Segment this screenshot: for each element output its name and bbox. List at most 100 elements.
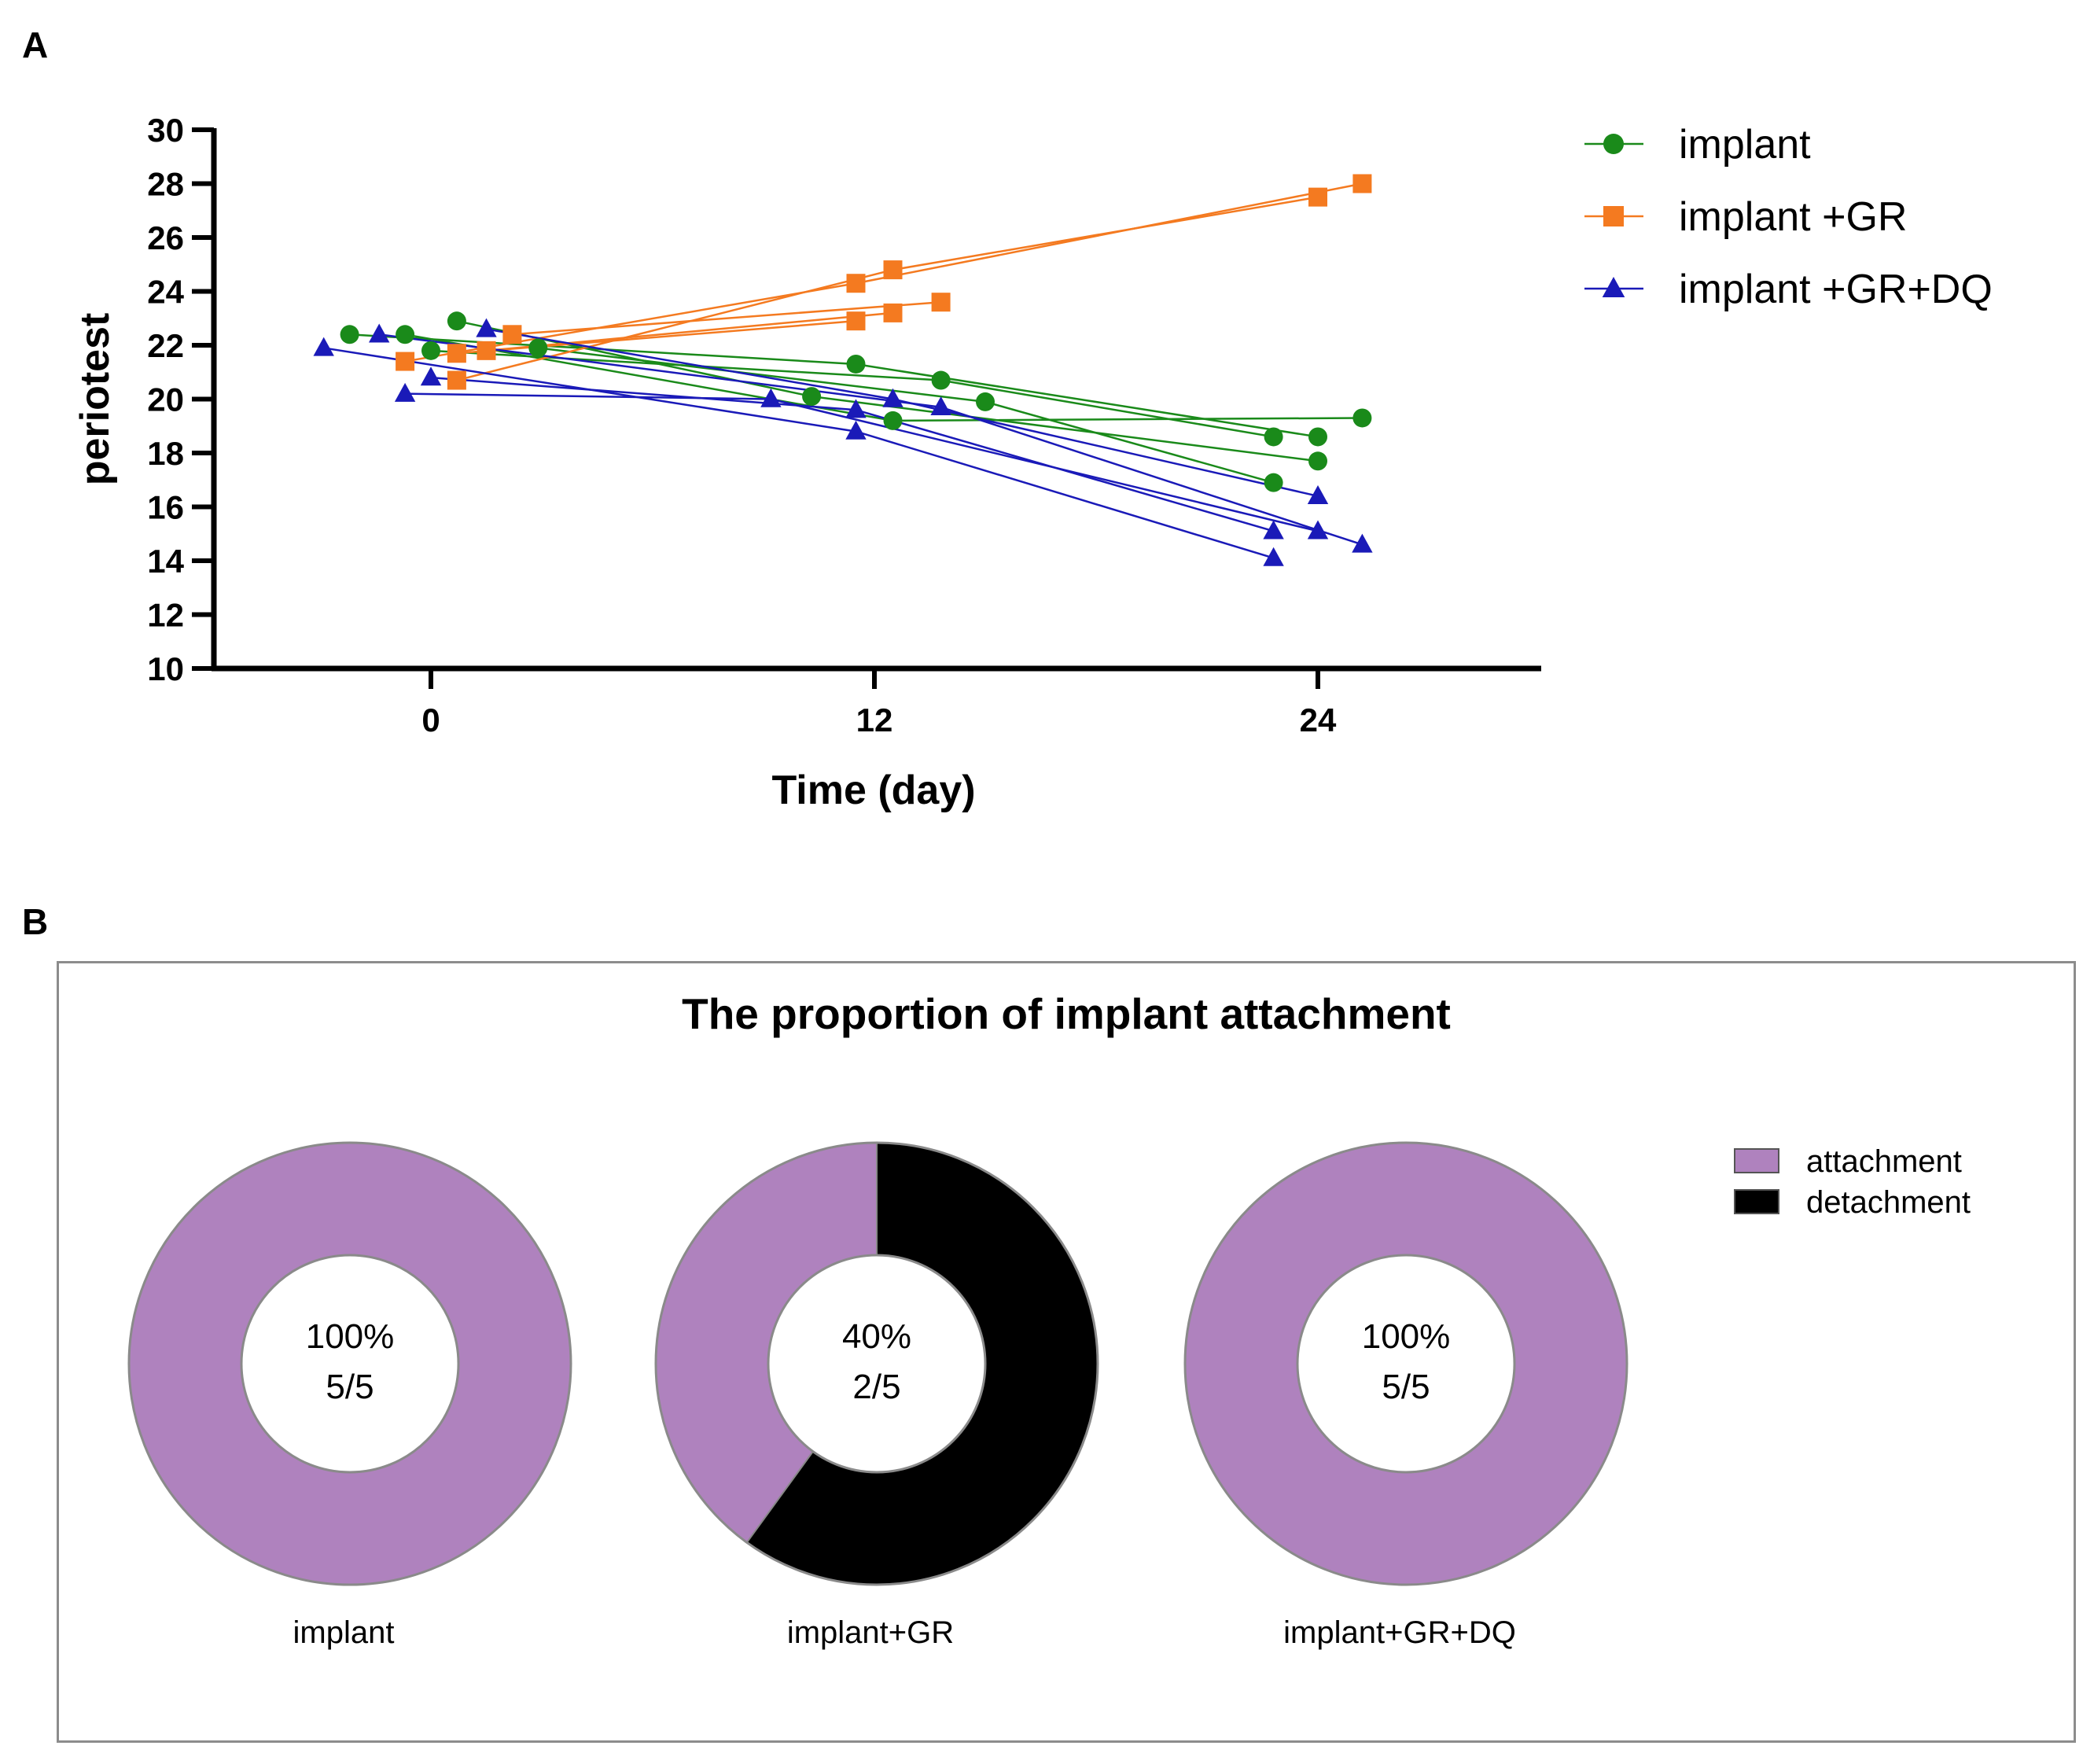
series-1-subject-4-point-1: [931, 293, 951, 312]
series-1-subject-0-point-1: [846, 274, 866, 293]
donut-2-label: implant+GR+DQ: [1283, 1615, 1516, 1650]
series-0-subject-0-point-2: [1308, 427, 1327, 447]
series-2-subject-4-point-2: [1307, 485, 1329, 504]
series-1-subject-4-point-0: [502, 325, 522, 344]
series-2-subject-1-point-1: [930, 396, 951, 415]
y-tick-label-8: 26: [147, 219, 184, 256]
donut-1-label: implant+GR: [787, 1615, 954, 1650]
donut-1-attachment-slice: [655, 1143, 877, 1543]
legend-b-swatch-1: [1734, 1189, 1779, 1214]
donut-0: 100% 5/5 implant: [127, 1141, 572, 1650]
series-1-subject-3-point-0: [477, 341, 496, 360]
x-axis-title: Time (day): [771, 768, 975, 813]
x-tick-label-0: 0: [421, 702, 440, 738]
series-0-subject-1-point-0: [396, 325, 415, 344]
attachment-proportion-panel: The proportion of implant attachment 100…: [57, 961, 2076, 1743]
y-tick-label-6: 22: [147, 327, 184, 364]
series-2-subject-2-point-2: [1307, 520, 1329, 540]
series-0-subject-1-point-1: [883, 411, 903, 430]
legend-marker-0: [1603, 134, 1624, 154]
y-tick-label-0: 10: [147, 650, 184, 687]
series-0-subject-2-point-1: [931, 370, 951, 390]
y-tick-label-9: 28: [147, 166, 184, 203]
series-2-subject-3-point-0: [420, 366, 442, 386]
donut-1-inner-hole: [767, 1254, 987, 1474]
panel-b-title: The proportion of implant attachment: [682, 989, 1451, 1038]
series-1-subject-2-point-0: [447, 344, 466, 363]
series-0-subject-3-point-1: [802, 387, 822, 407]
series-1-subject-1-point-0: [447, 370, 466, 390]
donut-2-attachment-slice: [1185, 1143, 1627, 1585]
attachment-donut-charts: 100% 5/5 implant 40% 2/5 implant+GR 100% 5/5 imp…: [127, 1141, 1971, 1650]
donut-2-percent: 100%: [1362, 1317, 1451, 1356]
donut-1-slice-border: [746, 1451, 814, 1543]
series-0-subject-4-point-2: [1264, 473, 1283, 492]
legend-marker-2: [1602, 277, 1625, 298]
series-0-subject-2-point-2: [1264, 427, 1283, 447]
series-0-subject-0-point-0: [340, 325, 359, 344]
donut-1-detachment-slice: [746, 1143, 1098, 1585]
y-tick-label-4: 18: [147, 435, 184, 472]
series-0-subject-2-point-0: [421, 341, 440, 360]
donut-1-outer-ring: [654, 1141, 1099, 1586]
y-tick-label-10: 30: [147, 112, 184, 149]
y-tick-label-1: 12: [147, 597, 184, 634]
series-2-subject-2-point-1: [760, 388, 782, 407]
series-2-subject-3-line: [430, 376, 1274, 532]
series-0-subject-3-point-0: [447, 311, 466, 331]
series-0-subject-4-point-0: [528, 338, 548, 358]
series-0-subject-4-line: [538, 347, 1274, 484]
legend-marker-1: [1603, 206, 1624, 226]
series-2-subject-3-point-2: [1263, 520, 1284, 540]
donut-2-inner-hole: [1296, 1254, 1516, 1474]
legend-b-label-0: attachment: [1806, 1144, 1962, 1179]
series-2-subject-4-point-0: [476, 318, 497, 337]
series-2-subject-1-point-0: [369, 323, 390, 343]
periotest-line-chart: 10 12 14 16 18 20 22 24 26 28 30 0 12 24 Time (day) per…: [72, 112, 1993, 813]
series-2-subject-0-point-2: [1263, 547, 1284, 566]
donut-0-label: implant: [293, 1615, 395, 1650]
series-2-subject-4-point-1: [882, 388, 903, 407]
legend-label-2: implant +GR+DQ: [1679, 267, 1993, 312]
donut-2-ratio: 5/5: [1382, 1368, 1430, 1406]
donut-0-attachment-slice: [129, 1143, 571, 1585]
donut-1: 40% 2/5 implant+GR: [654, 1141, 1099, 1650]
series-1-subject-2-point-1: [846, 311, 866, 331]
series-2-subject-1-point-2: [1352, 533, 1373, 553]
legend-b-label-1: detachment: [1806, 1185, 1971, 1220]
x-tick-label-2: 24: [1300, 702, 1337, 738]
donut-0-percent: 100%: [306, 1317, 395, 1356]
series-2-subject-0-point-0: [313, 337, 334, 356]
legend-b-swatch-0: [1734, 1148, 1779, 1173]
series-1-subject-1-point-1: [883, 260, 903, 280]
donut-0-outer-ring: [127, 1141, 572, 1586]
y-axis-title: periotest: [72, 313, 118, 486]
donut-0-inner-hole: [240, 1254, 460, 1474]
donut-2: 100% 5/5 implant+GR+DQ: [1183, 1141, 1628, 1650]
series-1-subject-3-line: [486, 311, 893, 352]
legend-label-1: implant +GR: [1679, 194, 1907, 240]
y-tick-label-7: 24: [147, 274, 184, 311]
y-tick-label-5: 20: [147, 381, 184, 418]
donut-0-ratio: 5/5: [326, 1368, 374, 1406]
panel-a-label: A: [22, 24, 49, 65]
series-1-subject-3-point-1: [883, 303, 903, 322]
series-0-subject-1-point-2: [1352, 408, 1372, 428]
series-1-subject-0-point-2: [1352, 174, 1372, 193]
donut-1-percent: 40%: [842, 1317, 911, 1356]
panel-b-label: B: [22, 901, 49, 942]
series-0-subject-3-point-2: [1308, 451, 1327, 471]
donut-2-outer-ring: [1183, 1141, 1628, 1586]
series-1-subject-0-point-0: [396, 352, 415, 371]
x-tick-label-1: 12: [856, 702, 893, 738]
series-0-subject-4-point-1: [976, 392, 995, 411]
y-tick-label-2: 14: [147, 543, 184, 580]
series-2-subject-0-point-1: [845, 420, 867, 440]
legend-label-0: implant: [1679, 122, 1811, 168]
series-2-subject-2-point-0: [394, 382, 416, 402]
donut-1-ratio: 2/5: [852, 1368, 900, 1406]
series-1-subject-4-line: [512, 300, 941, 336]
series-0-subject-0-point-1: [846, 354, 866, 374]
series-1-subject-1-point-2: [1308, 187, 1327, 207]
y-tick-label-3: 16: [147, 489, 184, 526]
